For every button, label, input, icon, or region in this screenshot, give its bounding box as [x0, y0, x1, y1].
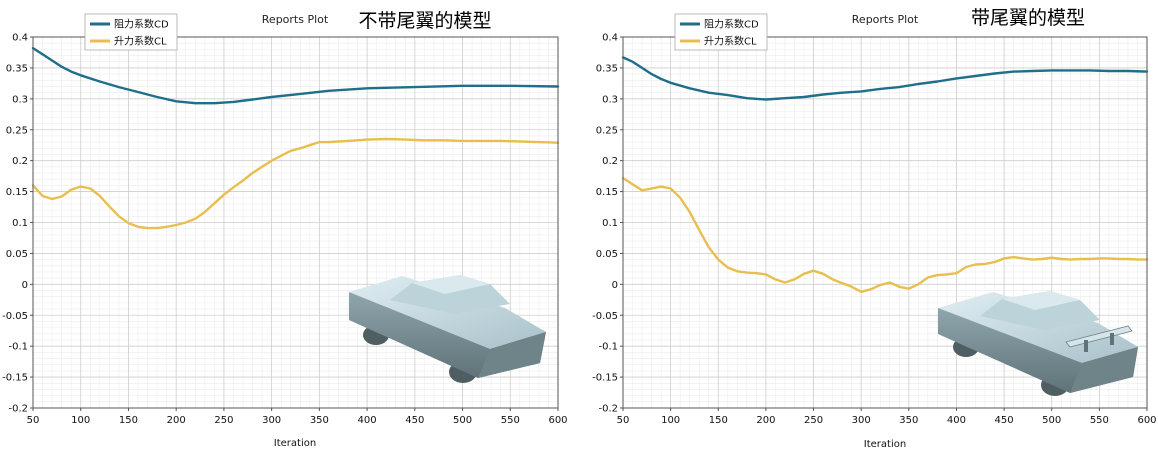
y-tick-label: 0.1: [602, 218, 618, 229]
x-tick-label: 150: [119, 415, 138, 426]
x-tick-labels: 50 100 150 200 250 300 350 400 450 500 550 600: [27, 408, 568, 426]
x-tick-label: 300: [852, 415, 871, 426]
series-line-cd: [621, 56, 1149, 101]
chart-title: Reports Plot: [852, 13, 919, 26]
y-tick-labels: 0.4 0.35 0.3 0.25 0.2 0.15 0.1 0.05 0 -0.05 -0.1 -0…: [592, 33, 623, 415]
x-tick-label: 50: [617, 415, 630, 426]
y-tick-label: -0.1: [8, 342, 28, 353]
x-tick-label: 200: [756, 415, 775, 426]
x-tick-label: 200: [167, 415, 186, 426]
y-tick-label: 0.15: [6, 187, 28, 198]
x-tick-label: 600: [548, 415, 567, 426]
x-tick-label: 300: [262, 415, 281, 426]
y-tick-label: -0.2: [8, 404, 28, 415]
x-tick-label: 100: [661, 415, 680, 426]
chart-subtitle: 不带尾翼的模型: [358, 10, 491, 32]
y-tick-label: 0.35: [6, 63, 28, 74]
x-tick-labels: 50 100 150 200 250 300 350 400 450 500 550 600: [617, 408, 1157, 426]
x-axis-label: Iteration: [864, 439, 906, 450]
y-tick-label: 0.15: [596, 187, 618, 198]
y-tick-label: 0.4: [12, 33, 28, 44]
car-model-with-spoiler-icon: [938, 291, 1138, 396]
y-tick-label: 0.4: [602, 33, 618, 44]
x-tick-label: 350: [310, 415, 329, 426]
legend-entry-cl: 升力系数CL: [704, 35, 757, 48]
x-tick-label: 250: [804, 415, 823, 426]
series-line-cl: [621, 176, 1149, 293]
y-tick-label: 0.2: [12, 156, 28, 167]
legend-entry-cd: 阻力系数CD: [704, 18, 759, 31]
y-tick-label: 0: [612, 280, 618, 291]
y-tick-label: 0.1: [12, 218, 28, 229]
chart-left: 0.4 0.35 0.3 0.25 0.2 0.15 0.1 0.05 0 -0.05 -0.1 -0…: [2, 10, 567, 449]
x-tick-label: 400: [358, 415, 377, 426]
x-tick-label: 450: [995, 415, 1014, 426]
chart-right: 0.4 0.35 0.3 0.25 0.2 0.15 0.1 0.05 0 -0.05 -0.1 -0…: [592, 7, 1156, 450]
x-tick-label: 50: [27, 415, 40, 426]
x-tick-label: 550: [501, 415, 520, 426]
y-tick-label: 0.05: [596, 249, 618, 260]
x-tick-label: 450: [405, 415, 424, 426]
x-axis-label: Iteration: [274, 438, 316, 449]
legend: 阻力系数CD 升力系数CL: [674, 13, 768, 51]
x-tick-label: 400: [947, 415, 966, 426]
y-tick-label: 0.25: [596, 125, 618, 136]
y-tick-label: -0.05: [592, 311, 618, 322]
y-tick-label: 0.05: [6, 249, 28, 260]
y-tick-label: 0.3: [12, 94, 28, 105]
chart-title: Reports Plot: [262, 13, 329, 26]
y-tick-label: 0.25: [6, 125, 28, 136]
y-tick-label: 0.3: [602, 94, 618, 105]
x-tick-label: 500: [1042, 415, 1061, 426]
series-line-cl: [31, 137, 560, 230]
y-tick-label: 0: [22, 280, 28, 291]
x-tick-label: 550: [1090, 415, 1109, 426]
legend-entry-cl: 升力系数CL: [114, 35, 167, 48]
series-layer: [621, 56, 1149, 293]
x-tick-label: 500: [453, 415, 472, 426]
legend: 阻力系数CD 升力系数CL: [84, 13, 178, 51]
x-tick-label: 600: [1137, 415, 1156, 426]
legend-entry-cd: 阻力系数CD: [114, 18, 169, 31]
series-layer: [31, 46, 560, 230]
x-tick-label: 250: [214, 415, 233, 426]
y-tick-label: 0.35: [596, 63, 618, 74]
x-tick-label: 350: [899, 415, 918, 426]
y-tick-label: 0.2: [602, 156, 618, 167]
y-tick-label: -0.2: [598, 404, 618, 415]
chart-subtitle: 带尾翼的模型: [971, 7, 1085, 29]
y-tick-label: -0.1: [598, 342, 618, 353]
y-tick-label: -0.15: [2, 373, 28, 384]
series-line-cd: [31, 46, 560, 105]
car-model-icon: [349, 275, 546, 383]
y-tick-label: -0.15: [592, 373, 618, 384]
y-tick-label: -0.05: [2, 311, 28, 322]
y-tick-labels: 0.4 0.35 0.3 0.25 0.2 0.15 0.1 0.05 0 -0.05 -0.1 -0…: [2, 33, 33, 415]
legend-box: [84, 13, 178, 51]
x-tick-label: 150: [709, 415, 728, 426]
legend-box: [674, 13, 768, 51]
x-tick-label: 100: [71, 415, 90, 426]
